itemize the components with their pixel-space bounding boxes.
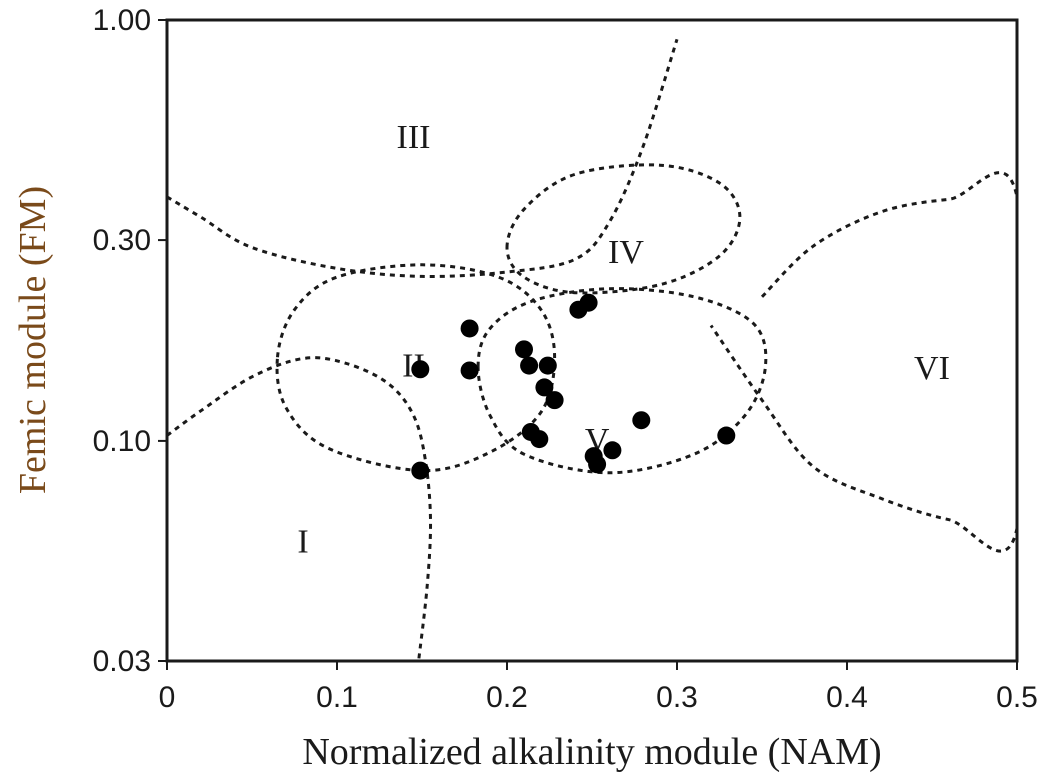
data-point	[545, 391, 564, 410]
region-boundaries	[167, 38, 1017, 661]
y-tick-label: 1.00	[93, 4, 151, 37]
region-labels: IIIIIIIVVVI	[297, 119, 950, 560]
x-tick-label: 0.5	[996, 681, 1038, 714]
boundary-field-V	[476, 287, 768, 475]
data-points	[411, 293, 736, 480]
boundary-field-IV	[505, 163, 742, 295]
x-tick-label: 0.3	[656, 681, 698, 714]
data-point	[632, 411, 651, 430]
boundary-field-II	[275, 263, 557, 473]
data-point	[411, 461, 430, 480]
data-point	[520, 356, 539, 375]
data-point	[538, 356, 557, 375]
data-point	[579, 293, 598, 312]
boundary-field-III	[167, 38, 679, 278]
data-point	[515, 340, 533, 359]
data-point	[411, 360, 430, 379]
data-point	[530, 430, 549, 449]
boundary-field-I	[167, 356, 433, 661]
x-tick-label: 0.1	[316, 681, 358, 714]
y-tick-label: 0.30	[93, 224, 151, 257]
data-point	[588, 455, 607, 474]
data-point	[535, 378, 554, 397]
region-label-VI: VI	[914, 350, 950, 387]
x-axis-title: Normalized alkalinity module (NAM)	[302, 731, 881, 773]
y-axis: 0.03 0.10 0.30 1.00	[93, 4, 167, 678]
region-label-III: III	[397, 119, 431, 156]
x-tick-label: 0.4	[826, 681, 868, 714]
region-label-IV: IV	[608, 234, 644, 271]
y-axis-title: Femic module (FM)	[12, 186, 54, 494]
x-axis: 0 0.1 0.2 0.3 0.4 0.5	[159, 661, 1038, 714]
data-point	[460, 319, 479, 338]
boundary-field-VI	[709, 171, 1017, 553]
region-label-I: I	[297, 523, 308, 560]
data-point	[717, 426, 736, 445]
y-tick-label: 0.03	[93, 645, 151, 678]
plot-frame	[165, 18, 1019, 663]
data-point	[460, 361, 479, 380]
x-tick-label: 0	[159, 681, 176, 714]
x-tick-label: 0.2	[486, 681, 528, 714]
y-tick-label: 0.10	[93, 425, 151, 458]
data-point	[603, 441, 622, 460]
